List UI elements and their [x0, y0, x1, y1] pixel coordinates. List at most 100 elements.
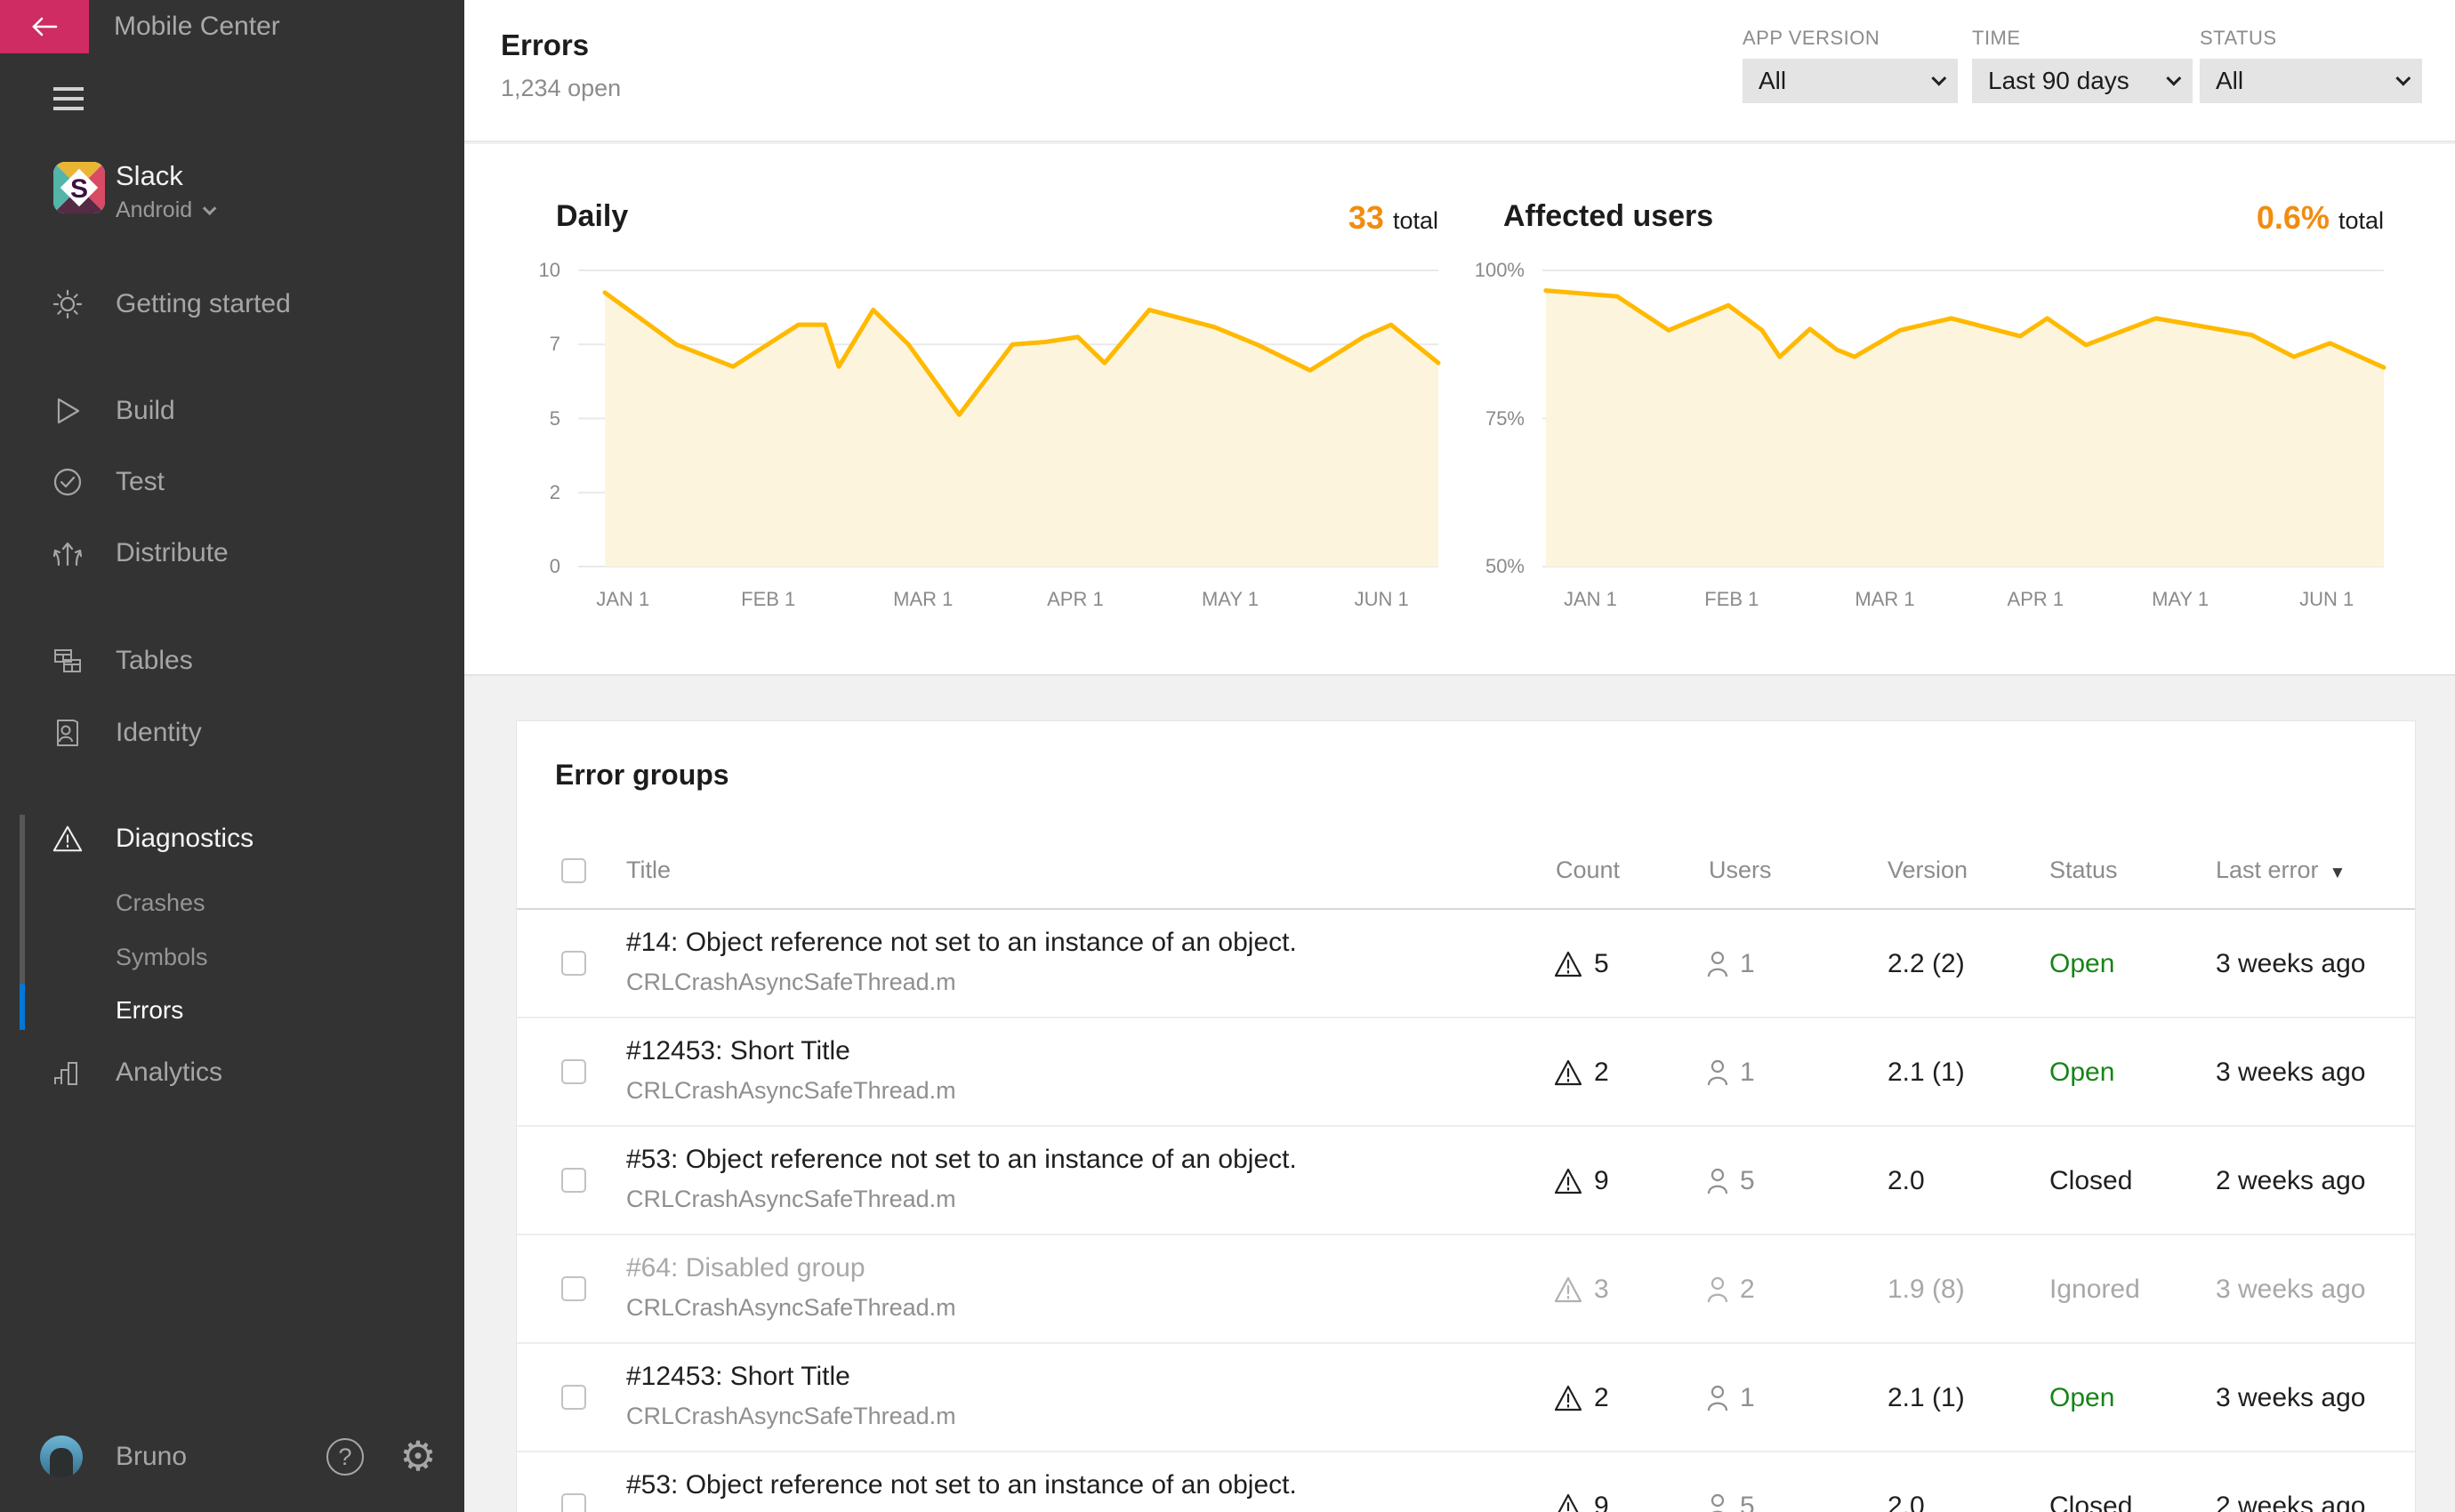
- main-content: Errors 1,234 open APP VERSION All TIME L…: [464, 0, 2455, 1512]
- page-title: Errors: [501, 28, 590, 61]
- status-cell: Open: [2049, 1383, 2115, 1412]
- y-axis-tick: 100%: [1474, 259, 1525, 281]
- count-cell: 2: [1553, 1344, 1609, 1452]
- back-arrow-icon: [32, 17, 58, 36]
- sidebar-item-errors[interactable]: Errors: [0, 984, 464, 1037]
- daily-chart-title: Daily: [556, 199, 629, 233]
- x-axis-tick: MAR 1: [1855, 588, 1915, 610]
- help-button[interactable]: ?: [326, 1438, 364, 1476]
- sidebar-item-label: Diagnostics: [116, 824, 254, 853]
- settings-button[interactable]: ⚙: [397, 1432, 439, 1480]
- daily-chart-total: 33 total: [1348, 199, 1438, 236]
- error-title: #14: Object reference not set to an inst…: [626, 928, 1297, 957]
- time-dropdown[interactable]: Last 90 days: [1972, 59, 2193, 103]
- row-checkbox[interactable]: [561, 1168, 586, 1193]
- charts-panel: Daily 33 total 0 2 5 7 10 JAN 1 FEB 1 MAR 1 APR 1…: [464, 144, 2455, 676]
- check-circle-icon: [52, 466, 84, 498]
- sidebar-item-distribute[interactable]: Distribute: [0, 527, 464, 580]
- table-row[interactable]: #53: Object reference not set to an inst…: [517, 1452, 2415, 1512]
- error-file: CRLCrashAsyncSafeThread.m: [626, 1077, 956, 1104]
- x-axis-tick: MAY 1: [1201, 588, 1259, 610]
- table-row[interactable]: #12453: Short Title CRLCrashAsyncSafeThr…: [517, 1344, 2415, 1452]
- row-checkbox[interactable]: [561, 1276, 586, 1301]
- status-dropdown[interactable]: All: [2200, 59, 2422, 103]
- chevron-down-icon: [1931, 70, 1947, 86]
- y-axis-tick: 0: [549, 555, 560, 577]
- last-error-cell: 2 weeks ago: [2216, 1166, 2366, 1195]
- error-title: #64: Disabled group: [626, 1253, 865, 1283]
- person-icon: [1707, 1276, 1728, 1303]
- row-checkbox[interactable]: [561, 951, 586, 976]
- sidebar-item-crashes[interactable]: Crashes: [0, 876, 464, 929]
- sidebar-item-identity[interactable]: Identity: [0, 706, 464, 760]
- sidebar-item-tables[interactable]: Tables: [0, 634, 464, 688]
- platform-switcher[interactable]: Android: [116, 197, 217, 223]
- sidebar-item-analytics[interactable]: Analytics: [0, 1046, 464, 1099]
- platform-label: Android: [116, 197, 193, 222]
- row-checkbox[interactable]: [561, 1385, 586, 1410]
- dropdown-value: All: [2216, 67, 2244, 94]
- app-title: Mobile Center: [114, 12, 280, 41]
- count-cell: 5: [1553, 910, 1609, 1018]
- sidebar-item-label: Build: [116, 396, 175, 425]
- app-version-dropdown[interactable]: All: [1743, 59, 1958, 103]
- filter-label: APP VERSION: [1743, 27, 1880, 49]
- sidebar-item-diagnostics[interactable]: Diagnostics: [0, 812, 464, 865]
- back-button[interactable]: [0, 0, 89, 53]
- sidebar: Mobile Center S Slack Android Getti: [0, 0, 464, 1512]
- gear-icon: ⚙: [399, 1433, 437, 1479]
- y-axis-tick: 75%: [1485, 406, 1525, 430]
- y-axis-tick: 50%: [1485, 555, 1525, 577]
- count-cell: 9: [1553, 1127, 1609, 1235]
- menu-icon[interactable]: [53, 87, 84, 110]
- current-app-name[interactable]: Slack: [116, 160, 183, 191]
- sidebar-item-symbols[interactable]: Symbols: [0, 930, 464, 984]
- filter-label: STATUS: [2200, 27, 2277, 49]
- warning-triangle-icon: [52, 823, 84, 855]
- user-name[interactable]: Bruno: [116, 1442, 188, 1471]
- error-file: CRLCrashAsyncSafeThread.m: [626, 1294, 956, 1321]
- sidebar-item-label: Symbols: [116, 943, 208, 970]
- error-title: #53: Object reference not set to an inst…: [626, 1145, 1297, 1174]
- active-item-indicator: [20, 984, 25, 1030]
- row-checkbox[interactable]: [561, 1493, 586, 1512]
- table-row[interactable]: #64: Disabled group CRLCrashAsyncSafeThr…: [517, 1235, 2415, 1344]
- users-cell: 5: [1706, 1127, 1755, 1235]
- table-row[interactable]: #53: Object reference not set to an inst…: [517, 1127, 2415, 1235]
- filter-label: TIME: [1972, 27, 2021, 49]
- row-checkbox[interactable]: [561, 1059, 586, 1084]
- filter-status: STATUS All: [2200, 27, 2422, 103]
- x-axis-tick: FEB 1: [1704, 588, 1759, 610]
- column-header-last-error[interactable]: Last error ▼: [2216, 857, 2346, 883]
- select-all-checkbox[interactable]: [561, 858, 586, 883]
- distribute-arrows-icon: [52, 537, 84, 569]
- user-row: Bruno ? ⚙: [0, 1432, 464, 1487]
- avatar[interactable]: [40, 1436, 83, 1478]
- chevron-down-icon: [203, 201, 217, 216]
- last-error-cell: 3 weeks ago: [2216, 1275, 2366, 1304]
- sidebar-item-label: Tables: [116, 646, 193, 675]
- x-axis-tick: APR 1: [2007, 588, 2065, 610]
- table-row[interactable]: #12453: Short Title CRLCrashAsyncSafeThr…: [517, 1018, 2415, 1127]
- users-cell: 1: [1706, 910, 1755, 1018]
- slack-app-icon[interactable]: S: [53, 162, 105, 213]
- sidebar-item-test[interactable]: Test: [0, 455, 464, 509]
- sidebar-item-getting-started[interactable]: Getting started: [0, 277, 464, 331]
- users-cell: 1: [1706, 1344, 1755, 1452]
- table-row[interactable]: #14: Object reference not set to an inst…: [517, 910, 2415, 1018]
- y-axis-tick: 7: [549, 333, 560, 356]
- page-subtitle: 1,234 open: [501, 75, 622, 101]
- users-cell: 1: [1706, 1018, 1755, 1127]
- tables-icon: [52, 645, 84, 677]
- column-header-status: Status: [2049, 857, 2118, 883]
- version-cell: 2.0: [1888, 1492, 1925, 1512]
- x-axis-tick: JAN 1: [596, 588, 650, 610]
- sidebar-item-build[interactable]: Build: [0, 384, 464, 438]
- subnav-scroll-track[interactable]: [20, 815, 25, 1028]
- error-file: CRLCrashAsyncSafeThread.m: [626, 969, 956, 995]
- version-cell: 2.1 (1): [1888, 1058, 1965, 1087]
- column-header-title: Title: [626, 857, 672, 883]
- x-axis-tick: FEB 1: [741, 588, 796, 610]
- error-file: CRLCrashAsyncSafeThread.m: [626, 1186, 956, 1212]
- last-error-cell: 3 weeks ago: [2216, 1058, 2366, 1087]
